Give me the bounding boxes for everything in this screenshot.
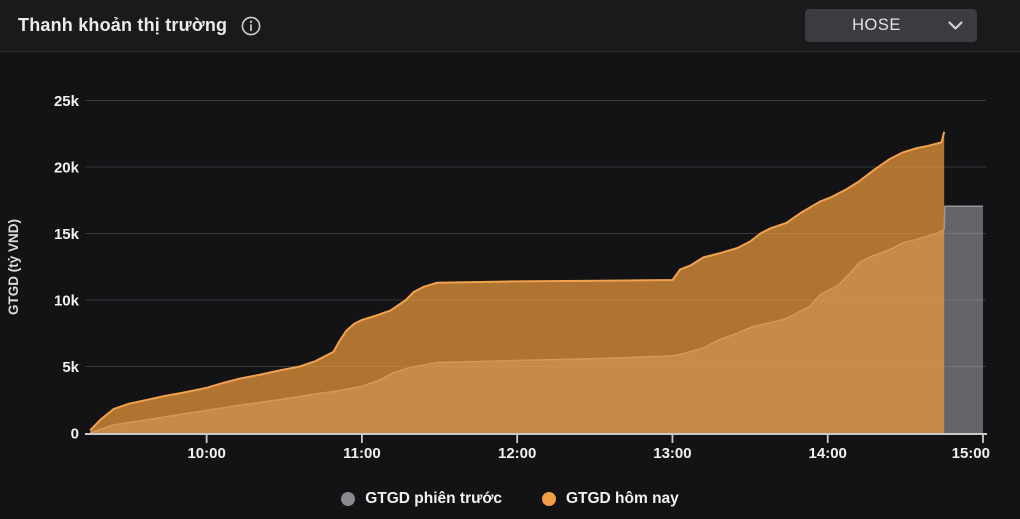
chart-legend: GTGD phiên trước GTGD hôm nay [0,484,1020,514]
y-axis-title: GTGD (tỷ VND) [6,219,21,315]
line-today [89,131,946,431]
x-tick-label: 14:00 [809,445,847,462]
exchange-dropdown[interactable]: HOSE [805,9,977,42]
y-tick-label: 15k [54,226,80,243]
exchange-dropdown-value: HOSE [852,16,901,34]
legend-label-prev-session: GTGD phiên trước [365,490,502,507]
y-tick-label: 10k [54,293,80,310]
y-tick-label: 0 [71,426,79,443]
legend-item-today[interactable]: GTGD hôm nay [541,490,679,508]
chevron-down-icon [948,20,963,30]
x-tick-label: 15:00 [952,445,990,462]
liquidity-area-chart[interactable]: 0 5k 10k 15k 20k 25k GTGD (tỷ VND) 10:00 11:00 12… [0,53,1020,467]
legend-dot-prev-session [341,492,356,506]
page-title: Thanh khoản thị trường [18,15,228,35]
x-tick-label: 13:00 [653,445,691,462]
y-tick-label: 20k [54,160,80,177]
y-tick-label: 5k [62,359,79,376]
x-tick-label: 11:00 [343,445,381,462]
x-tick-label: 10:00 [187,445,225,462]
legend-dot-today [541,492,556,506]
widget-header: Thanh khoản thị trường HOSE [0,0,1020,52]
legend-item-prev-session[interactable]: GTGD phiên trước [341,490,502,508]
info-icon[interactable] [240,15,262,37]
legend-label-today: GTGD hôm nay [565,490,679,507]
x-tick-label: 12:00 [498,445,536,462]
y-tick-label: 25k [54,93,80,110]
